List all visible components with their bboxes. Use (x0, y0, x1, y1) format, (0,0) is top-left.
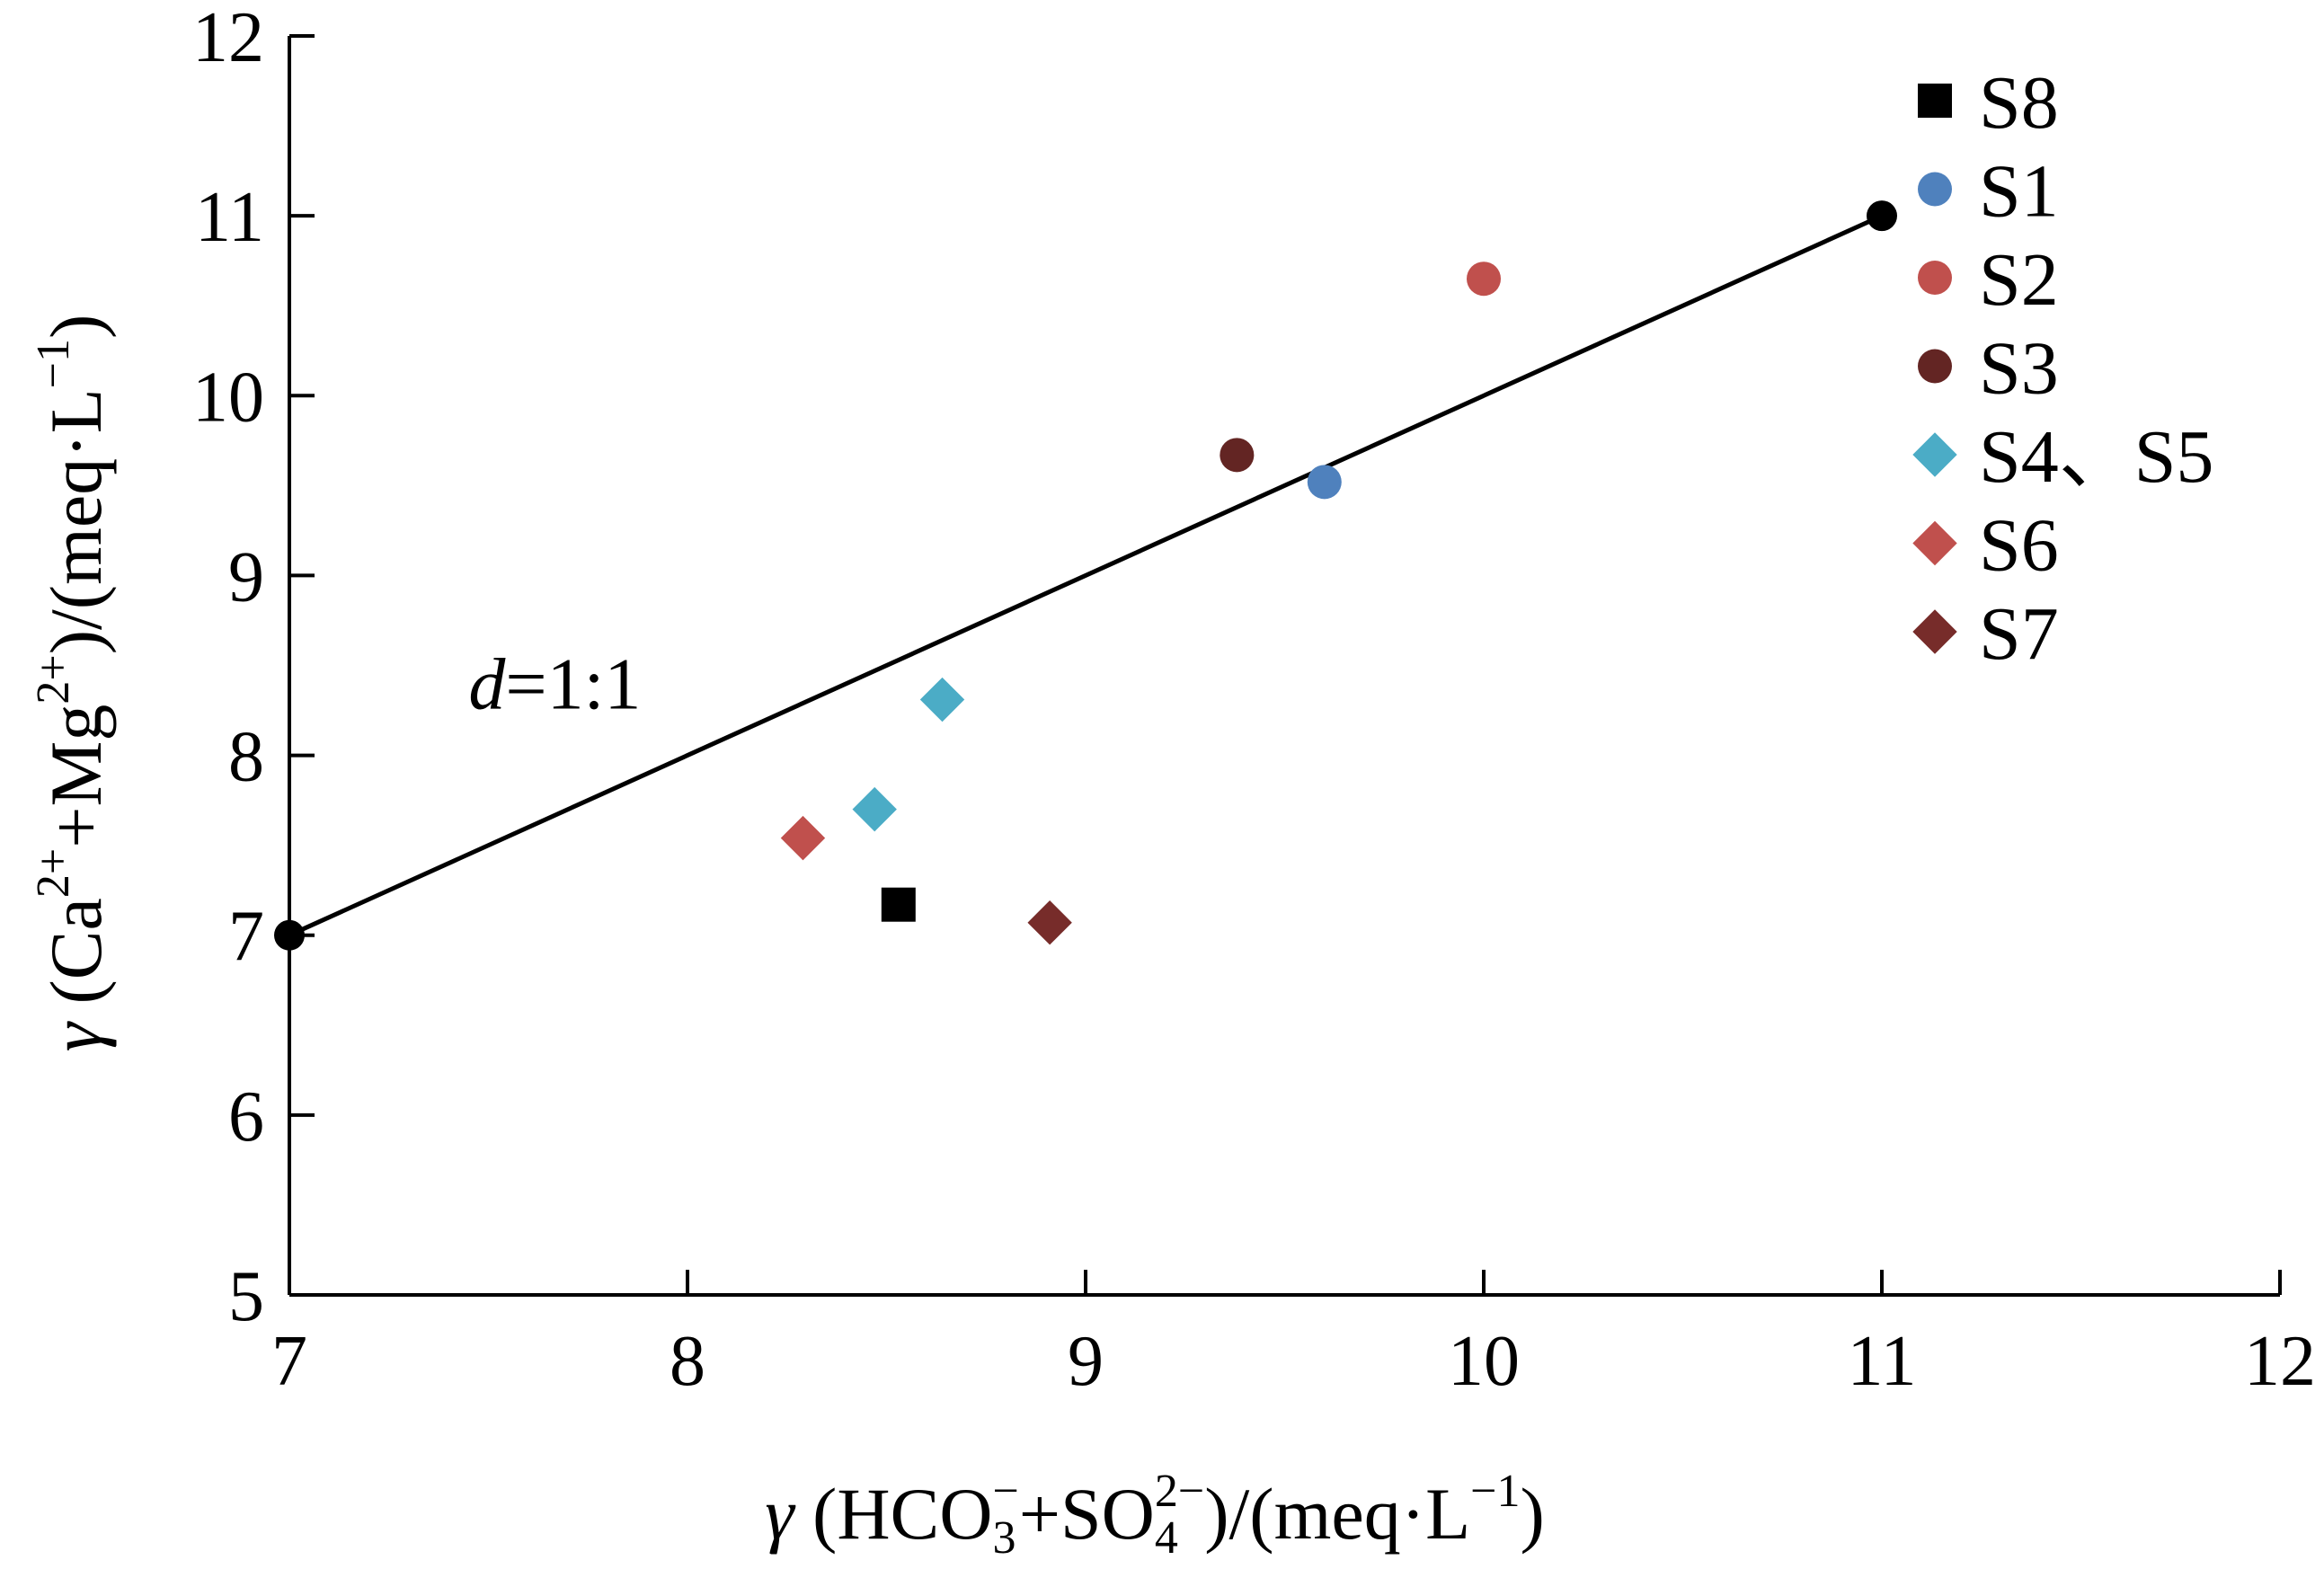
x-tick-label: 10 (1448, 1322, 1520, 1401)
data-point (852, 786, 897, 832)
data-point (1027, 900, 1072, 945)
y-tick-label: 5 (228, 1257, 264, 1336)
reference-endpoint (1867, 200, 1897, 232)
legend-label: S4、S5 (1979, 415, 2213, 499)
y-ticks: 5 6 7 8 9 10 11 12 (192, 0, 315, 1336)
reference-endpoint (274, 919, 305, 951)
legend-label: S7 (1979, 592, 2059, 676)
x-axis-title: γ (HCO3−+SO42−)/(meq·L−1) (765, 1466, 1545, 1564)
y-tick-label: 12 (192, 0, 264, 77)
reference-line (288, 213, 1884, 937)
reference-line-group: d=1:1 (274, 200, 1897, 951)
legend-label: S1 (1979, 150, 2059, 234)
x-tick-label: 9 (1068, 1322, 1104, 1401)
y-tick-label: 11 (195, 178, 264, 257)
legend-label: S3 (1979, 327, 2059, 411)
x-tick-label: 8 (670, 1322, 705, 1401)
legend-marker (1918, 84, 1952, 118)
y-tick-label: 9 (228, 537, 264, 616)
legend-label: S2 (1979, 238, 2059, 322)
legend-marker (1912, 609, 1957, 654)
reference-line-label: d=1:1 (468, 643, 641, 725)
y-axis-title: γ (Ca2++Mg2+)/(meq·L−1) (28, 315, 117, 1052)
legend-marker (1918, 261, 1952, 295)
data-point (780, 815, 826, 861)
y-tick-label: 7 (228, 898, 264, 977)
axes (288, 36, 2280, 1297)
y-tick-label: 6 (228, 1077, 264, 1157)
legend-marker (1912, 432, 1957, 477)
legend-marker (1918, 172, 1952, 207)
x-tick-label: 7 (271, 1322, 307, 1401)
data-points (780, 262, 1501, 945)
y-tick-label: 8 (228, 718, 264, 797)
data-point (1307, 465, 1342, 500)
legend-label: S8 (1979, 61, 2059, 145)
x-ticks: 7 8 9 10 11 12 (271, 1270, 2316, 1401)
legend-marker (1912, 520, 1957, 566)
y-tick-label: 10 (192, 358, 264, 437)
data-point (881, 887, 916, 922)
data-point (919, 677, 965, 722)
data-point (1220, 438, 1255, 473)
legend-marker (1918, 349, 1952, 384)
x-tick-label: 12 (2244, 1322, 2316, 1401)
legend-label: S6 (1979, 504, 2059, 588)
x-tick-label: 11 (1847, 1322, 1916, 1401)
data-point (1467, 262, 1501, 297)
